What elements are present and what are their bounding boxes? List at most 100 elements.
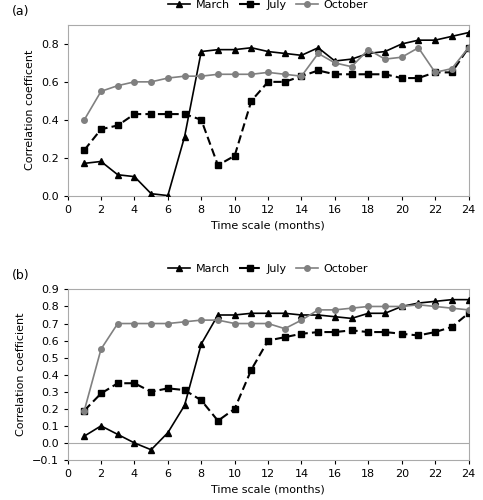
July — [248, 98, 254, 104]
July — [165, 386, 171, 392]
October — [131, 79, 137, 85]
October — [466, 44, 471, 51]
March — [115, 432, 121, 438]
July — [298, 73, 304, 79]
October — [232, 72, 238, 78]
July — [366, 72, 371, 78]
July — [215, 418, 221, 424]
October — [349, 64, 355, 70]
October — [98, 88, 104, 94]
March — [466, 296, 471, 302]
July — [366, 329, 371, 335]
March — [282, 50, 288, 56]
March — [382, 48, 388, 54]
Text: (b): (b) — [12, 269, 29, 282]
July — [282, 79, 288, 85]
July — [82, 408, 87, 414]
March — [332, 58, 338, 64]
X-axis label: Time scale (months): Time scale (months) — [211, 484, 325, 494]
July — [148, 111, 154, 117]
March — [466, 30, 471, 36]
October — [298, 317, 304, 323]
Line: October: October — [82, 302, 471, 414]
July — [265, 338, 271, 344]
October — [282, 72, 288, 78]
October — [165, 320, 171, 326]
October — [349, 305, 355, 311]
March — [265, 48, 271, 54]
October — [332, 307, 338, 313]
March — [215, 312, 221, 318]
July — [315, 329, 321, 335]
July — [199, 398, 204, 404]
October — [82, 117, 87, 123]
March — [415, 300, 421, 306]
March — [131, 440, 137, 446]
March — [366, 310, 371, 316]
July — [349, 72, 355, 78]
July — [466, 44, 471, 51]
July — [182, 111, 187, 117]
July — [165, 111, 171, 117]
October — [432, 70, 438, 75]
March — [199, 341, 204, 347]
October — [265, 70, 271, 75]
October — [115, 320, 121, 326]
March — [115, 172, 121, 177]
March — [265, 310, 271, 316]
July — [449, 324, 455, 330]
Line: July: July — [82, 310, 471, 424]
October — [215, 72, 221, 78]
October — [466, 307, 471, 313]
Line: March: March — [82, 30, 471, 198]
October — [265, 320, 271, 326]
October — [415, 302, 421, 308]
July — [298, 331, 304, 337]
July — [199, 117, 204, 123]
Y-axis label: Correlation coefficent: Correlation coefficent — [25, 50, 35, 170]
October — [315, 307, 321, 313]
July — [148, 389, 154, 395]
July — [215, 162, 221, 168]
October — [382, 56, 388, 62]
Legend: March, July, October: March, July, October — [168, 264, 368, 274]
March — [199, 48, 204, 54]
July — [349, 328, 355, 334]
March — [82, 160, 87, 166]
March — [449, 296, 455, 302]
October — [449, 305, 455, 311]
October — [232, 320, 238, 326]
July — [382, 72, 388, 78]
July — [449, 70, 455, 75]
July — [98, 390, 104, 396]
October — [332, 60, 338, 66]
October — [399, 304, 405, 310]
March — [165, 192, 171, 198]
March — [98, 158, 104, 164]
October — [115, 82, 121, 88]
July — [115, 380, 121, 386]
October — [182, 319, 187, 325]
July — [232, 406, 238, 412]
July — [415, 75, 421, 81]
March — [298, 52, 304, 59]
July — [466, 310, 471, 316]
X-axis label: Time scale (months): Time scale (months) — [211, 220, 325, 230]
July — [399, 75, 405, 81]
October — [282, 326, 288, 332]
October — [182, 73, 187, 79]
Text: (a): (a) — [12, 4, 29, 18]
March — [148, 190, 154, 196]
October — [148, 79, 154, 85]
March — [399, 304, 405, 310]
March — [449, 34, 455, 40]
March — [148, 447, 154, 453]
March — [98, 423, 104, 429]
October — [415, 44, 421, 51]
October — [165, 75, 171, 81]
July — [415, 332, 421, 338]
March — [415, 37, 421, 43]
March — [315, 44, 321, 51]
March — [382, 310, 388, 316]
July — [332, 329, 338, 335]
